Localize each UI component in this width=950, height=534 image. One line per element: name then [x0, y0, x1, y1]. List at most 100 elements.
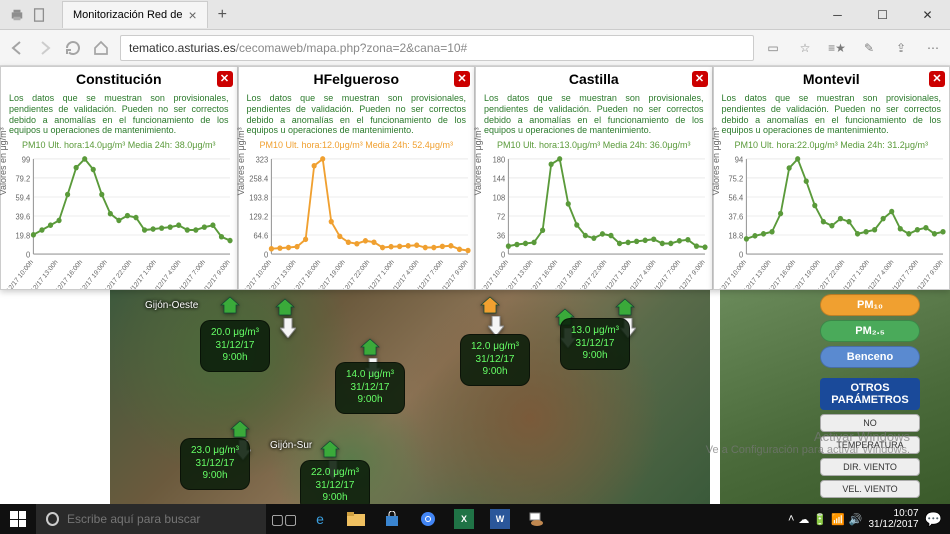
param-button[interactable]: VEL. VIENTO	[820, 480, 920, 498]
close-chart-icon[interactable]: ✕	[692, 71, 708, 87]
new-tab-button[interactable]: +	[208, 2, 237, 28]
svg-text:129.2: 129.2	[249, 212, 268, 221]
tooltip-date: 31/12/17	[471, 354, 519, 367]
maximize-button[interactable]: ☐	[860, 0, 905, 30]
chart-title: Castilla ✕	[476, 67, 712, 91]
chart-card: Castilla ✕ Los datos que se muestran son…	[475, 66, 713, 290]
system-tray: ˄ ☁ 🔋 📶 🔊 10:07 31/12/2017 💬	[780, 508, 950, 530]
station-marker-icon[interactable]	[360, 338, 380, 356]
notification-icon[interactable]: 💬	[925, 511, 942, 528]
svg-text:0: 0	[26, 250, 31, 259]
svg-text:30/12/17 10:00h: 30/12/17 10:00h	[476, 259, 510, 289]
station-marker-icon[interactable]	[230, 420, 250, 438]
close-chart-icon[interactable]: ✕	[217, 71, 233, 87]
windows-watermark: Activar Windows Ve a Configuración para …	[706, 429, 910, 456]
note-icon[interactable]: ✎	[860, 39, 878, 57]
station-marker-icon[interactable]	[615, 298, 635, 316]
file-explorer-icon[interactable]	[338, 504, 374, 534]
svg-text:94: 94	[734, 155, 743, 164]
more-icon[interactable]: ⋯	[924, 39, 942, 57]
chart-plot: Valores en μg/m³ 064.6129.2193.8258.4323…	[239, 152, 475, 289]
share-icon[interactable]: ⇪	[892, 39, 910, 57]
store-icon[interactable]	[374, 504, 410, 534]
start-button[interactable]	[0, 504, 36, 534]
browser-navbar: tematico.asturias.es/cecomaweb/mapa.php?…	[0, 30, 950, 66]
svg-text:180: 180	[493, 155, 506, 164]
close-window-button[interactable]: ✕	[905, 0, 950, 30]
svg-text:193.8: 193.8	[249, 193, 269, 202]
station-tooltip: 13.0 μg/m³31/12/179:00h	[560, 318, 630, 370]
svg-text:75.2: 75.2	[728, 174, 743, 183]
pollutant-pill[interactable]: PM₂.₅	[820, 320, 920, 342]
station-tooltip: 14.0 μg/m³31/12/179:00h	[335, 362, 405, 414]
svg-text:99: 99	[22, 155, 30, 164]
volume-icon[interactable]: 🔊	[849, 513, 863, 526]
wifi-icon[interactable]: 📶	[831, 513, 845, 526]
reading-view-icon[interactable]: ▭	[764, 39, 782, 57]
excel-icon[interactable]: X	[454, 509, 474, 529]
url-path: /cecomaweb/mapa.php?zona=2&cana=10#	[236, 41, 468, 55]
svg-text:37.6: 37.6	[728, 212, 743, 221]
edge-icon[interactable]: e	[302, 504, 338, 534]
favorite-icon[interactable]: ☆	[796, 39, 814, 57]
browser-tab[interactable]: Monitorización Red de ×	[62, 1, 208, 28]
paint-icon[interactable]	[518, 504, 554, 534]
svg-text:64.6: 64.6	[253, 231, 268, 240]
chart-card: Montevil ✕ Los datos que se muestran son…	[713, 66, 950, 290]
tooltip-value: 20.0 μg/m³	[211, 327, 259, 340]
chart-title: Montevil ✕	[714, 67, 950, 91]
cloud-icon[interactable]: ☁	[798, 513, 809, 526]
chart-note: Los datos que se muestran son provisiona…	[476, 91, 712, 138]
tooltip-date: 31/12/17	[346, 382, 394, 395]
tooltip-time: 9:00h	[211, 352, 259, 365]
map-label: Gijón-Sur	[270, 440, 312, 451]
charts-row: Constitución ✕ Los datos que se muestran…	[0, 66, 950, 290]
pollutant-pill[interactable]: Benceno	[820, 346, 920, 368]
map-image[interactable]: Gijón-OesteGijón-Sur20.0 μg/m³31/12/179:…	[110, 290, 710, 504]
word-icon[interactable]: W	[490, 509, 510, 529]
station-marker-icon[interactable]	[480, 296, 500, 314]
close-chart-icon[interactable]: ✕	[454, 71, 470, 87]
chart-note: Los datos que se muestran son provisiona…	[239, 91, 475, 138]
tooltip-time: 9:00h	[346, 394, 394, 407]
taskbar-clock[interactable]: 10:07 31/12/2017	[869, 508, 919, 530]
home-button[interactable]	[92, 39, 110, 57]
chart-ylabel: Valores en μg/m³	[473, 127, 483, 195]
svg-text:258.4: 258.4	[249, 174, 269, 183]
taskbar-search[interactable]	[36, 504, 266, 534]
clock-time: 10:07	[869, 508, 919, 519]
tooltip-date: 31/12/17	[311, 480, 359, 493]
pollutant-pill[interactable]: PM₁₀	[820, 294, 920, 316]
station-marker-icon[interactable]	[320, 440, 340, 458]
svg-text:36: 36	[497, 231, 506, 240]
svg-text:108: 108	[493, 193, 506, 202]
station-tooltip: 23.0 μg/m³31/12/179:00h	[180, 438, 250, 490]
battery-icon[interactable]: 🔋	[813, 513, 827, 526]
svg-text:30/12/17 10:00h: 30/12/17 10:00h	[239, 259, 273, 289]
back-button[interactable]	[8, 39, 26, 57]
tooltip-time: 9:00h	[471, 366, 519, 379]
favorites-hub-icon[interactable]: ≡★	[828, 39, 846, 57]
refresh-button[interactable]	[64, 39, 82, 57]
search-input[interactable]	[67, 512, 256, 526]
chart-ylabel: Valores en μg/m³	[0, 127, 8, 195]
minimize-button[interactable]: ─	[815, 0, 860, 30]
station-marker-icon[interactable]	[220, 296, 240, 314]
close-icon[interactable]: ×	[188, 7, 196, 23]
chrome-icon[interactable]	[410, 504, 446, 534]
address-bar[interactable]: tematico.asturias.es/cecomaweb/mapa.php?…	[120, 35, 754, 61]
param-button[interactable]: DIR. VIENTO	[820, 458, 920, 476]
tray-chevron-icon[interactable]: ˄	[788, 513, 794, 526]
forward-button[interactable]	[36, 39, 54, 57]
tooltip-time: 9:00h	[571, 350, 619, 363]
chart-ylabel: Valores en μg/m³	[236, 127, 246, 195]
task-view-icon[interactable]: ▢▢	[266, 504, 302, 534]
station-tooltip: 12.0 μg/m³31/12/179:00h	[460, 334, 530, 386]
close-chart-icon[interactable]: ✕	[929, 71, 945, 87]
svg-text:56.4: 56.4	[728, 193, 743, 202]
parameters-panel: PM₁₀PM₂.₅BencenoOTROS PARÁMETROSNOTEMPER…	[820, 294, 920, 498]
tooltip-date: 31/12/17	[191, 458, 239, 471]
chart-note: Los datos que se muestran son provisiona…	[714, 91, 950, 138]
tooltip-value: 12.0 μg/m³	[471, 341, 519, 354]
station-marker-icon[interactable]	[275, 298, 295, 316]
